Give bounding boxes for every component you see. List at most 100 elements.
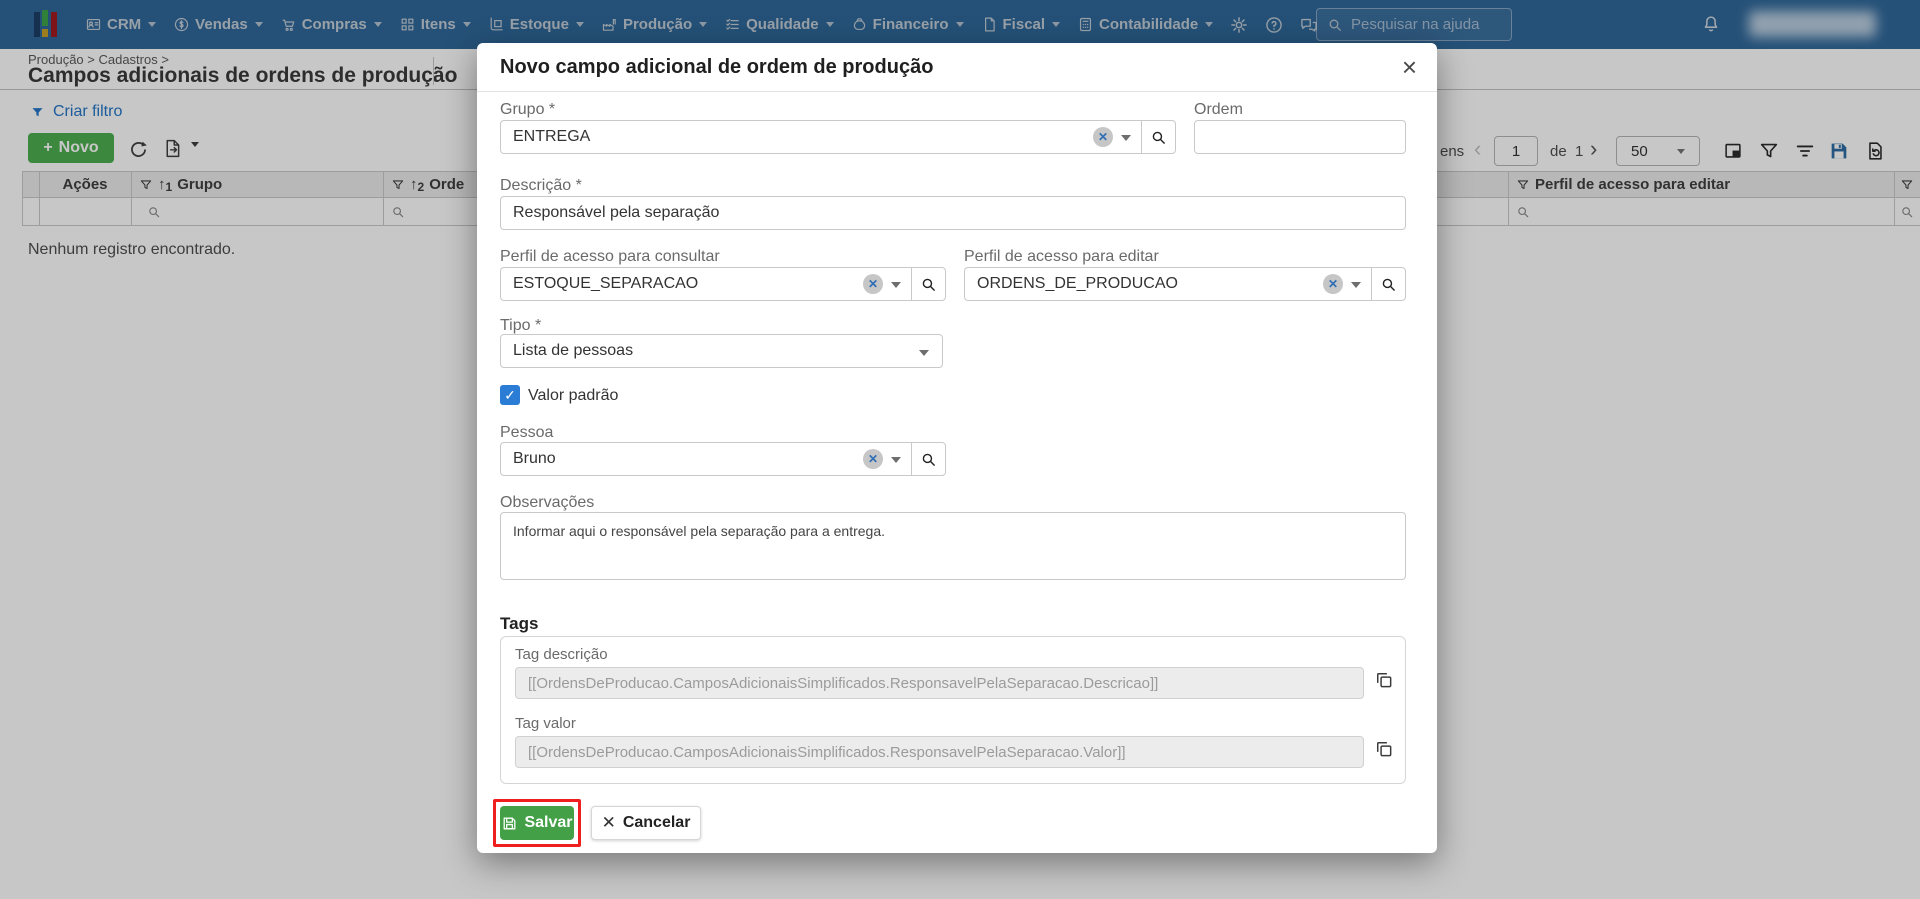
grupo-label: Grupo * xyxy=(500,101,556,118)
cancel-button[interactable]: ✕ Cancelar xyxy=(591,806,701,840)
clear-icon[interactable]: ✕ xyxy=(1323,274,1343,294)
tipo-value: Lista de pessoas xyxy=(513,342,634,359)
chevron-down-icon xyxy=(254,22,263,27)
modal-header: Novo campo adicional de ordem de produçã… xyxy=(477,43,1437,92)
menu-fiscal[interactable]: Fiscal xyxy=(981,16,1061,33)
menu-label: CRM xyxy=(107,16,142,33)
menu-label: Vendas xyxy=(195,16,248,33)
tags-group: Tag descrição Tag valor xyxy=(500,636,1406,784)
tag-descricao-input[interactable] xyxy=(515,667,1364,699)
search-icon xyxy=(920,451,937,468)
observacoes-textarea[interactable]: Informar aqui o responsável pela separaç… xyxy=(500,512,1406,580)
menu-compras[interactable]: Compras xyxy=(280,16,382,33)
valor-padrao-checkbox[interactable]: ✓ xyxy=(500,385,520,405)
grupo-search-button[interactable] xyxy=(1141,120,1176,154)
next-page-button[interactable]: › xyxy=(1590,136,1598,161)
modal-title: Novo campo adicional de ordem de produçã… xyxy=(500,55,934,78)
pessoa-input[interactable] xyxy=(500,442,911,476)
tipo-select[interactable]: Lista de pessoas xyxy=(500,334,943,368)
new-button-label: Novo xyxy=(58,139,99,156)
page-size-select[interactable]: 50 xyxy=(1616,136,1700,166)
save-button[interactable]: Salvar xyxy=(500,806,574,840)
chevron-down-icon xyxy=(462,22,471,27)
descricao-input[interactable] xyxy=(500,196,1406,230)
valor-padrao-label: Valor padrão xyxy=(528,387,619,404)
cancel-button-label: Cancelar xyxy=(622,814,691,831)
copy-icon[interactable] xyxy=(1374,739,1394,762)
menu-label: Estoque xyxy=(509,16,569,33)
chevron-down-icon xyxy=(919,350,929,356)
new-field-modal: Novo campo adicional de ordem de produçã… xyxy=(477,43,1437,853)
close-icon[interactable]: × xyxy=(1401,52,1417,82)
page-title: Campos adicionais de ordens de produção xyxy=(28,64,458,87)
sort-asc-icon: ↑2 xyxy=(410,176,425,194)
menu-label: Contabilidade xyxy=(1099,16,1199,33)
check-icon: ✓ xyxy=(504,387,516,403)
chevron-down-icon[interactable] xyxy=(1121,135,1131,141)
tags-section-title: Tags xyxy=(500,614,539,633)
clear-icon[interactable]: ✕ xyxy=(1093,127,1113,147)
menu-label: Fiscal xyxy=(1002,16,1046,33)
pessoa-lookup: ✕ xyxy=(500,442,946,476)
menu-financeiro[interactable]: Financeiro xyxy=(851,16,964,33)
column-label: Perfil de acesso para editar xyxy=(1535,176,1731,193)
chevron-down-icon xyxy=(699,22,708,27)
menu-qualidade[interactable]: Qualidade xyxy=(724,16,834,33)
column-label: Grupo xyxy=(177,176,223,193)
perfil-consultar-search-button[interactable] xyxy=(911,267,946,301)
menu-producao[interactable]: Produção xyxy=(601,16,708,33)
menu-itens[interactable]: Itens xyxy=(399,16,471,33)
clear-icon[interactable]: ✕ xyxy=(863,274,883,294)
column-label: Ações xyxy=(62,176,108,193)
chevron-down-icon xyxy=(148,22,157,27)
grupo-lookup: ✕ xyxy=(500,120,1176,154)
menu-estoque[interactable]: Estoque xyxy=(488,16,584,33)
perfil-consultar-lookup: ✕ xyxy=(500,267,946,301)
pessoa-search-button[interactable] xyxy=(911,442,946,476)
ordem-input[interactable] xyxy=(1194,120,1406,154)
menu-vendas[interactable]: Vendas xyxy=(173,16,263,33)
create-filter-link[interactable]: Criar filtro xyxy=(30,103,122,121)
new-button[interactable]: + Novo xyxy=(28,133,114,163)
column-header-grupo[interactable]: ↑1 Grupo xyxy=(139,172,383,197)
current-page-input[interactable]: 1 xyxy=(1494,136,1538,166)
help-search-box xyxy=(1316,8,1512,41)
breadcrumb[interactable]: Produção > Cadastros > xyxy=(28,52,169,67)
create-filter-label: Criar filtro xyxy=(53,103,123,120)
menu-crm[interactable]: CRM xyxy=(85,16,157,33)
main-menu: CRM Vendas Compras Itens Estoque Produçã… xyxy=(85,16,1214,33)
chevron-down-icon[interactable] xyxy=(891,282,901,288)
column-header-ordem[interactable]: ↑2 Orde xyxy=(391,172,501,197)
menu-label: Produção xyxy=(622,16,693,33)
perfil-consultar-input[interactable] xyxy=(500,267,911,301)
search-icon xyxy=(1380,276,1397,293)
page-size-value: 50 xyxy=(1631,142,1648,160)
copy-icon[interactable] xyxy=(1374,670,1394,693)
perfil-editar-search-button[interactable] xyxy=(1371,267,1406,301)
sort-asc-icon: ↑1 xyxy=(158,176,173,194)
perfil-editar-label: Perfil de acesso para editar xyxy=(964,248,1159,265)
column-header-acoes[interactable]: Ações xyxy=(39,172,131,197)
menu-contabilidade[interactable]: Contabilidade xyxy=(1077,16,1214,33)
prev-page-button[interactable]: ‹ xyxy=(1474,136,1482,161)
user-account-redacted[interactable] xyxy=(1749,11,1876,37)
column-header-perfil-editar[interactable]: Perfil de acesso para editar xyxy=(1516,172,1894,197)
tag-valor-input[interactable] xyxy=(515,736,1364,768)
grupo-input[interactable] xyxy=(500,120,1141,154)
clear-icon[interactable]: ✕ xyxy=(863,449,883,469)
menu-label: Qualidade xyxy=(746,16,819,33)
top-navbar: CRM Vendas Compras Itens Estoque Produçã… xyxy=(0,0,1920,49)
column-label: Orde xyxy=(429,176,465,193)
descricao-label: Descrição * xyxy=(500,177,582,194)
perfil-editar-input[interactable] xyxy=(964,267,1371,301)
help-search-input[interactable] xyxy=(1351,16,1501,33)
chevron-down-icon[interactable] xyxy=(891,457,901,463)
tag-descricao-label: Tag descrição xyxy=(515,646,608,663)
app-logo[interactable] xyxy=(34,9,59,41)
chevron-down-icon xyxy=(955,22,964,27)
chevron-down-icon[interactable] xyxy=(1351,282,1361,288)
tag-valor-label: Tag valor xyxy=(515,715,576,732)
pagination-items-text-cut: ens xyxy=(1440,143,1465,160)
chevron-down-icon xyxy=(825,22,834,27)
